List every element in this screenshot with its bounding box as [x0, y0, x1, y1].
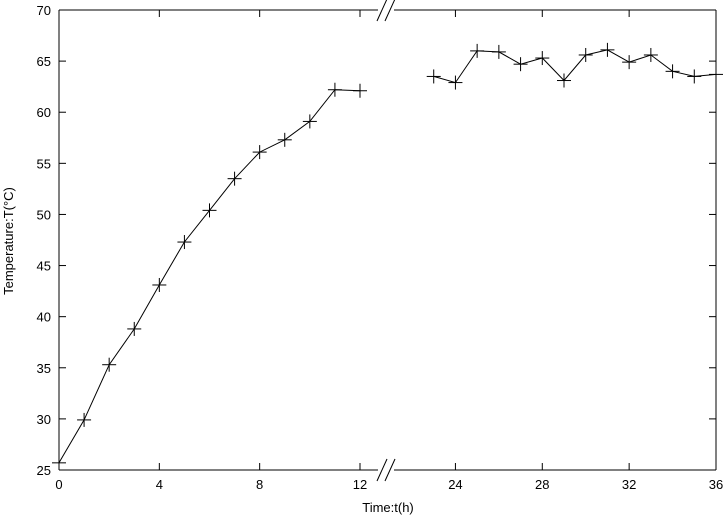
- x-tick-label: 28: [535, 477, 549, 492]
- tick-labels: 25 30 35 40 45 50 55 60 65 70 0 4 8 12 24 28 32 36: [37, 3, 724, 492]
- x-tick-label: 12: [353, 477, 367, 492]
- x-tick-label: 8: [256, 477, 263, 492]
- x-axis-title: Time:t(h): [362, 500, 414, 515]
- x-tick-label: 36: [709, 477, 723, 492]
- data-point-marker: [643, 47, 658, 62]
- x-tick-label: 24: [448, 477, 462, 492]
- data-point-marker: [327, 82, 342, 97]
- data-point-marker: [152, 277, 167, 292]
- x-tick-label: 32: [622, 477, 636, 492]
- y-tick-label: 55: [37, 156, 51, 171]
- y-tick-label: 25: [37, 463, 51, 478]
- data-point-marker: [622, 55, 637, 70]
- data-series: [52, 42, 723, 470]
- top-break-slash: [376, 0, 388, 22]
- data-point-marker: [513, 57, 528, 72]
- data-point-marker: [557, 73, 571, 88]
- y-axis-title: Temperature:T(°C): [1, 187, 16, 295]
- data-point-marker: [426, 69, 441, 84]
- data-point-marker: [102, 357, 117, 372]
- plot-frame: [58, 9, 717, 471]
- data-point-marker: [687, 69, 702, 84]
- y-tick-label: 60: [37, 105, 51, 120]
- bottom-break-slash: [384, 458, 396, 482]
- data-point-marker: [353, 83, 367, 98]
- y-tick-label: 50: [37, 207, 51, 222]
- y-tick-label: 70: [37, 3, 51, 18]
- data-point-marker: [491, 44, 506, 59]
- y-tick-label: 65: [37, 54, 51, 69]
- data-point-marker: [202, 203, 217, 218]
- data-point-marker: [252, 145, 267, 160]
- data-point-marker: [302, 114, 317, 129]
- y-tick-label: 35: [37, 361, 51, 376]
- y-tick-label: 30: [37, 412, 51, 427]
- top-break-slash: [384, 0, 396, 22]
- y-tick-label: 45: [37, 259, 51, 274]
- data-point-marker: [177, 235, 192, 250]
- axis-ticks: [58, 9, 717, 471]
- data-point-marker: [77, 412, 92, 427]
- y-tick-label: 40: [37, 310, 51, 325]
- data-point-marker: [578, 47, 593, 62]
- data-point-marker: [709, 67, 723, 82]
- data-point-marker: [470, 43, 485, 58]
- data-point-marker: [127, 321, 142, 336]
- data-point-marker: [600, 42, 615, 57]
- data-point-marker: [448, 75, 463, 90]
- axis-break-marks: [376, 0, 396, 482]
- x-tick-label: 0: [55, 477, 62, 492]
- bottom-break-slash: [376, 458, 388, 482]
- data-point-marker: [227, 171, 242, 186]
- data-point-marker: [52, 455, 66, 470]
- data-point-marker: [535, 51, 550, 66]
- x-tick-label: 4: [156, 477, 163, 492]
- data-point-marker: [665, 64, 680, 79]
- data-point-marker: [277, 132, 292, 147]
